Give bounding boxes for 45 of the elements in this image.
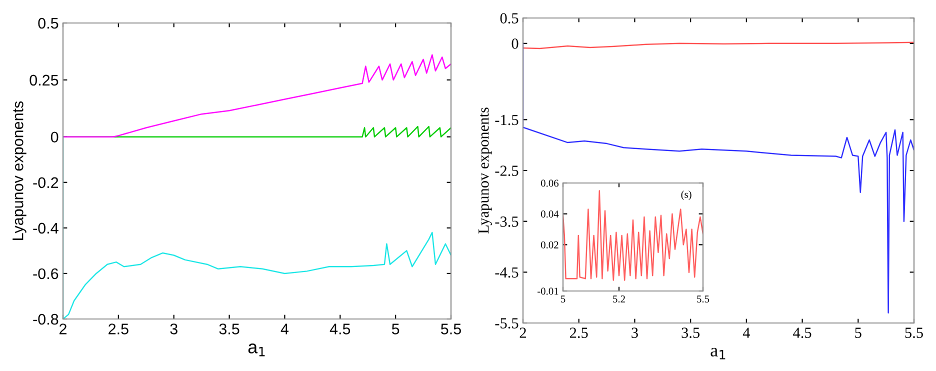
- x-tick-label: 3: [632, 328, 638, 338]
- x-tick-label: 2.5: [570, 328, 588, 338]
- y-tick-label: -0.6: [33, 268, 58, 280]
- y-tick-label: 0.5: [38, 18, 58, 29]
- x-tick-label: 2: [60, 324, 66, 334]
- y-tick-label: 0.25: [30, 74, 58, 86]
- y-tick-label: -2.5: [495, 166, 518, 176]
- x-tick-label: 5: [392, 324, 400, 334]
- y-tick-label: -0.2: [33, 177, 58, 188]
- y-tick-label: 0.04: [541, 210, 559, 218]
- x-tick-label: 3.5: [682, 328, 700, 338]
- annotation: (s): [681, 190, 692, 200]
- line-series: [523, 42, 914, 50]
- x-tick-label: 5.5: [905, 328, 923, 338]
- y-tick-label: 0: [50, 132, 58, 143]
- x-tick-label: 3.5: [219, 324, 240, 334]
- y-tick-label: 0.06: [541, 180, 559, 187]
- y-tick-label: -0.01: [538, 288, 558, 295]
- y-axis-title: Lyapunov exponents: [478, 108, 492, 234]
- line-series: [563, 190, 703, 281]
- y-tick-label: -5.5: [495, 318, 518, 329]
- y-tick-label: -4.5: [495, 267, 518, 278]
- x-tick-label: 5.5: [440, 324, 461, 334]
- y-tick-label: -0.8: [33, 314, 58, 325]
- x-axis-title: a$_{1}$: [710, 348, 726, 360]
- x-axis-title: a$_{1}$: [248, 344, 265, 356]
- line-series: [63, 54, 451, 138]
- y-axis-title: Lyapunov exponents: [12, 101, 26, 240]
- y-tick-label: -0.4: [33, 222, 58, 234]
- y-tick-label: -1.5: [495, 114, 518, 126]
- x-tick-label: 5.5: [697, 296, 710, 303]
- x-tick-label: 4.5: [793, 328, 812, 338]
- y-tick-label: 0: [512, 38, 518, 49]
- y-tick-label: -3.5: [495, 216, 518, 227]
- x-tick-label: 5.2: [613, 295, 625, 303]
- x-tick-label: 2: [520, 328, 526, 338]
- x-tick-label: 4: [280, 324, 289, 334]
- y-tick-label: 0.5: [500, 13, 518, 24]
- x-tick-label: 5: [855, 328, 862, 338]
- y-tick-label: 0.02: [541, 241, 558, 248]
- x-tick-label: 5: [561, 296, 566, 302]
- x-tick-label: 3: [170, 324, 178, 334]
- x-tick-label: 4.5: [330, 324, 350, 334]
- x-tick-label: 2.5: [108, 324, 128, 334]
- x-tick-label: 4: [742, 328, 750, 338]
